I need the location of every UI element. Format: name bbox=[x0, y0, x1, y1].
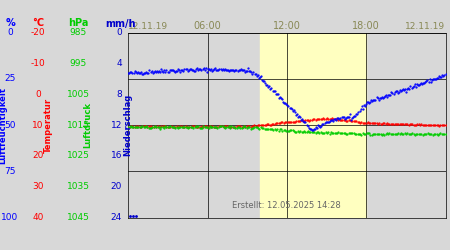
Text: Temperatur: Temperatur bbox=[44, 98, 53, 152]
Text: -20: -20 bbox=[31, 28, 45, 37]
Text: Luftdruck: Luftdruck bbox=[84, 102, 93, 148]
Text: 12:00: 12:00 bbox=[273, 21, 301, 31]
Text: mm/h: mm/h bbox=[105, 18, 135, 28]
Text: 1005: 1005 bbox=[67, 90, 90, 99]
Text: 06:00: 06:00 bbox=[194, 21, 221, 31]
Text: 0: 0 bbox=[7, 28, 13, 37]
Text: 12.11.19: 12.11.19 bbox=[128, 22, 168, 31]
Text: Luftfeuchtigkeit: Luftfeuchtigkeit bbox=[0, 86, 8, 164]
Text: 0: 0 bbox=[35, 90, 41, 99]
Text: 1025: 1025 bbox=[67, 151, 90, 160]
Text: 24: 24 bbox=[111, 213, 122, 222]
Text: 100: 100 bbox=[1, 213, 18, 222]
Text: 995: 995 bbox=[69, 59, 86, 68]
Text: 20: 20 bbox=[111, 182, 122, 191]
Text: 30: 30 bbox=[32, 182, 44, 191]
Text: 8: 8 bbox=[116, 90, 122, 99]
Text: 18:00: 18:00 bbox=[352, 21, 380, 31]
Text: 4: 4 bbox=[117, 59, 122, 68]
Text: 75: 75 bbox=[4, 167, 16, 176]
Text: %: % bbox=[5, 18, 15, 28]
Text: 1035: 1035 bbox=[67, 182, 90, 191]
Text: 12: 12 bbox=[111, 120, 122, 130]
Text: Erstellt: 12.05.2025 14:28: Erstellt: 12.05.2025 14:28 bbox=[233, 201, 341, 210]
Text: 16: 16 bbox=[111, 151, 122, 160]
Bar bbox=[261, 32, 366, 218]
Text: 25: 25 bbox=[4, 74, 16, 83]
Text: -10: -10 bbox=[31, 59, 45, 68]
Text: 50: 50 bbox=[4, 120, 16, 130]
Text: 12.11.19: 12.11.19 bbox=[405, 22, 446, 31]
Text: 1015: 1015 bbox=[67, 120, 90, 130]
Text: °C: °C bbox=[32, 18, 44, 28]
Text: 10: 10 bbox=[32, 120, 44, 130]
Text: 985: 985 bbox=[69, 28, 86, 37]
Text: hPa: hPa bbox=[68, 18, 88, 28]
Text: 0: 0 bbox=[116, 28, 122, 37]
Text: 40: 40 bbox=[32, 213, 44, 222]
Text: Niederschlag: Niederschlag bbox=[123, 94, 132, 156]
Text: 20: 20 bbox=[32, 151, 44, 160]
Text: 1045: 1045 bbox=[67, 213, 90, 222]
